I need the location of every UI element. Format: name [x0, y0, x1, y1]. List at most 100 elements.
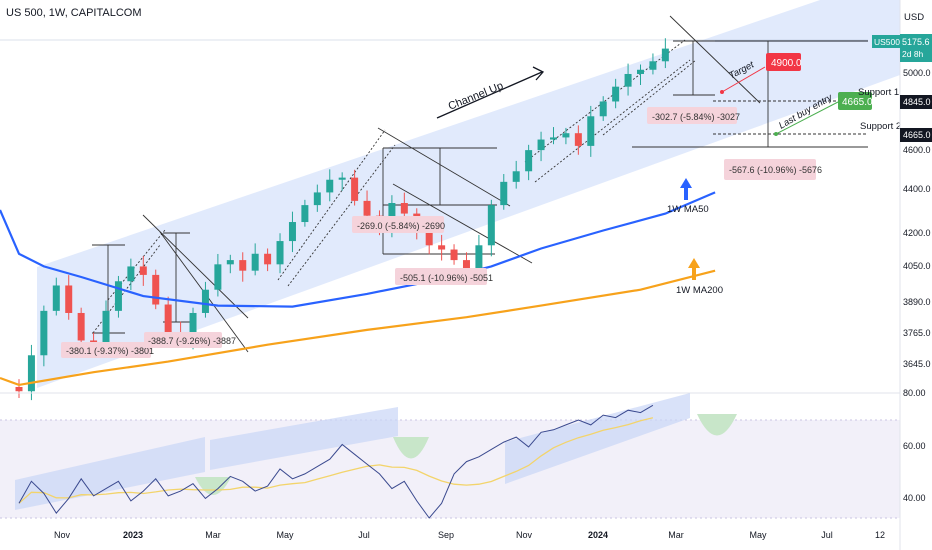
candle: [40, 310, 48, 356]
channel-label: Channel Up: [447, 80, 505, 113]
candle: [438, 245, 446, 250]
symbol-badge: [872, 35, 900, 48]
candle: [537, 139, 545, 151]
channel-arrowhead: [532, 66, 545, 81]
candle: [226, 260, 234, 265]
support2-badge: [900, 128, 932, 142]
countdown: 2d 8h: [902, 49, 924, 59]
time-tick: Nov: [54, 530, 71, 540]
price-tick: 4200.0: [903, 228, 931, 238]
channel-arrow: [436, 71, 543, 119]
candle: [500, 181, 508, 206]
candle: [239, 260, 247, 271]
support1-badge: [900, 95, 932, 109]
ma200-arrow-icon: [688, 258, 700, 280]
rsi-tick: 40.00: [903, 493, 926, 503]
candle: [201, 289, 209, 313]
price-tick: 3765.0: [903, 328, 931, 338]
candle: [487, 205, 495, 246]
target-dot: [720, 90, 724, 94]
support2-label: Support 2: [860, 121, 901, 132]
time-tick: Nov: [516, 530, 533, 540]
candle: [363, 200, 371, 216]
candle: [264, 253, 272, 265]
price-tick: 3890.0: [903, 297, 931, 307]
candle: [549, 137, 557, 140]
rsi-channel-2: [210, 407, 398, 470]
candle: [599, 101, 607, 117]
last-buy-line: [775, 101, 839, 135]
rsi-bottom-2: [393, 437, 429, 459]
candle: [450, 249, 458, 261]
candle: [65, 285, 73, 313]
price-tick: 4600.0: [903, 145, 931, 155]
candle: [251, 253, 259, 271]
time-tick: May: [749, 530, 767, 540]
candle: [139, 266, 147, 275]
candle: [525, 150, 533, 172]
candle: [425, 232, 433, 246]
price-tick: 4665.0: [903, 130, 931, 140]
measure-label-5: -302.7 (-5.84%) -3027: [652, 112, 740, 122]
rsi-tick: 60.00: [903, 441, 926, 451]
candle: [102, 310, 110, 345]
price-tick: 3645.0: [903, 359, 931, 369]
measure-label-3: -269.0 (-5.84%) -2690: [357, 221, 445, 231]
candle: [661, 48, 669, 62]
rsi-tick: 80.00: [903, 388, 926, 398]
rsi-ma-line: [18, 417, 654, 504]
candle: [288, 222, 296, 242]
candle: [400, 202, 408, 214]
candle: [301, 205, 309, 223]
target-line: [721, 66, 766, 93]
time-tick: 2024: [588, 530, 608, 540]
time-tick: Mar: [668, 530, 684, 540]
measure-label-4: -505.1 (-10.96%) -5051: [400, 273, 493, 283]
target-value-box: [766, 53, 801, 71]
channel-up-band: [37, 0, 900, 388]
rsi-channel-3: [505, 393, 690, 484]
measure-box-2: [144, 332, 222, 348]
candle: [77, 312, 85, 341]
last-price: 5175.6: [902, 37, 930, 47]
candle: [388, 202, 396, 227]
measure-box-3: [352, 216, 444, 233]
candle: [637, 69, 644, 74]
rsi-channel-1: [15, 437, 205, 510]
support1-label: Support 1: [858, 87, 899, 98]
candle: [276, 241, 284, 265]
rsi-bottom-3: [697, 414, 737, 436]
last-buy-value: 4665.0: [842, 97, 873, 108]
measure-box-6: [724, 159, 816, 180]
candle: [351, 177, 359, 201]
measure-box-1: [61, 342, 151, 358]
last-price-badge: [900, 34, 932, 62]
time-tick: May: [276, 530, 294, 540]
candle: [189, 312, 197, 339]
candle: [214, 264, 222, 290]
time-tick: Sep: [438, 530, 454, 540]
candle: [462, 260, 470, 273]
ma50-line: [0, 191, 716, 308]
candle: [164, 304, 172, 333]
candle: [562, 133, 570, 138]
ma50-label: 1W MA50: [667, 204, 709, 215]
symbol-badge-text: US500: [874, 37, 900, 47]
rsi-line: [18, 404, 654, 519]
measure-box-5: [647, 107, 737, 124]
candle: [574, 133, 582, 146]
target-value: 4900.0: [771, 58, 802, 69]
price-tick: 4400.0: [903, 184, 931, 194]
measure-label-2: -388.7 (-9.26%) -3887: [148, 336, 236, 346]
price-tick: 5000.0: [903, 68, 931, 78]
candle: [152, 274, 160, 305]
time-tick: Jul: [821, 530, 833, 540]
candle: [612, 86, 620, 102]
candle: [326, 179, 334, 193]
measure-label-1: -380.1 (-9.37%) -3801: [66, 346, 154, 356]
candle: [512, 171, 520, 182]
candle: [338, 177, 346, 180]
candle: [27, 355, 35, 392]
candle: [127, 266, 135, 282]
